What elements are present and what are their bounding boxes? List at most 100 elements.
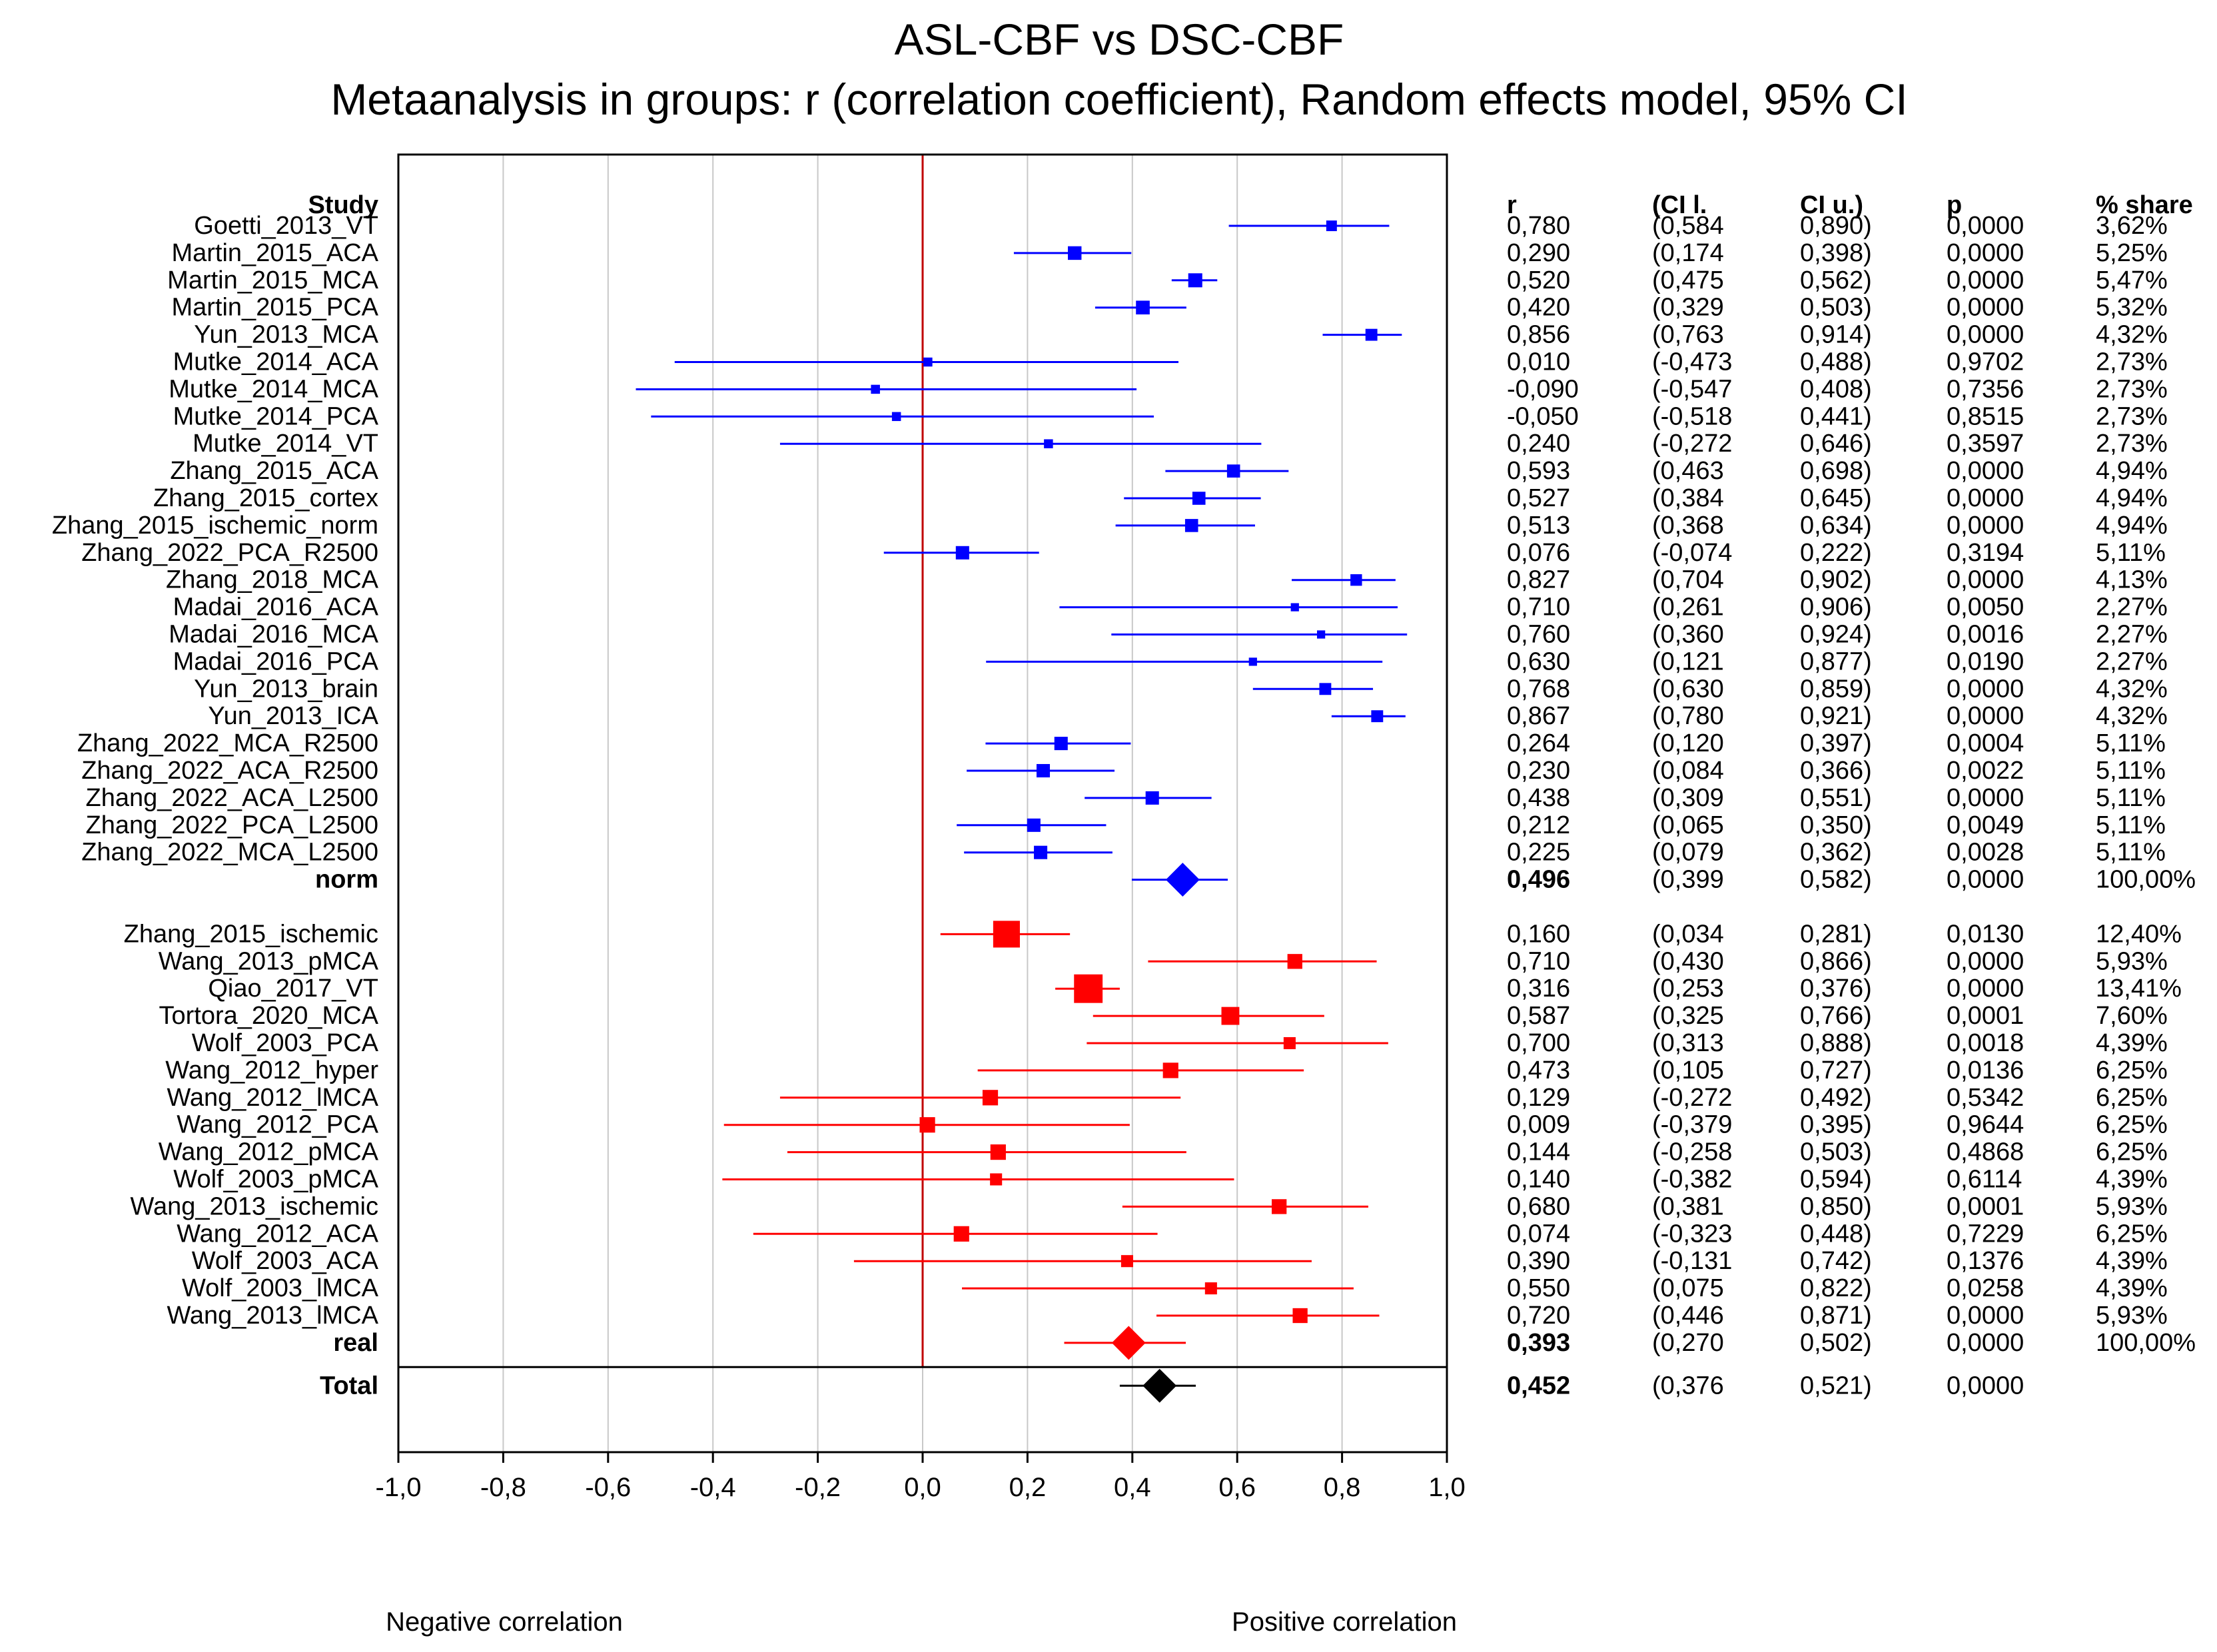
study-label: Wang_2012_ACA xyxy=(177,1220,378,1248)
study-point xyxy=(1226,464,1240,478)
value-share: 4,39% xyxy=(2096,1029,2168,1057)
study-label: Madai_2016_PCA xyxy=(173,647,379,675)
study-point xyxy=(919,1117,935,1133)
study-point xyxy=(990,1144,1006,1160)
study-point xyxy=(1292,1308,1308,1324)
value-r: 0,129 xyxy=(1507,1084,1570,1112)
value-ci-upper: 0,850) xyxy=(1800,1192,1872,1220)
study-label: Wang_2012_lMCA xyxy=(167,1084,378,1112)
study-point xyxy=(923,357,933,367)
value-r: 0,856 xyxy=(1507,321,1570,349)
column-header-study: Study xyxy=(308,191,378,219)
study-label: Wolf_2003_PCA xyxy=(192,1029,379,1057)
value-share: 4,32% xyxy=(2096,321,2168,349)
value-ci-lower: (-0,272 xyxy=(1652,430,1732,458)
value-p: 0,0000 xyxy=(1947,294,2024,322)
value-share: 6,25% xyxy=(2096,1111,2168,1139)
value-r: 0,867 xyxy=(1507,702,1570,730)
value-ci-lower: (-0,323 xyxy=(1652,1220,1732,1248)
value-ci-lower: (0,399 xyxy=(1652,866,1724,894)
value-share: 6,25% xyxy=(2096,1084,2168,1112)
value-ci-upper: 0,914) xyxy=(1800,321,1872,349)
value-ci-lower: (-0,258 xyxy=(1652,1138,1732,1166)
value-ci-upper: 0,646) xyxy=(1800,430,1872,458)
value-r: 0,452 xyxy=(1507,1372,1570,1400)
value-r: 0,393 xyxy=(1507,1329,1570,1357)
value-ci-upper: 0,222) xyxy=(1800,539,1872,567)
x-tick-label: -1,0 xyxy=(376,1473,422,1502)
value-ci-lower: (0,325 xyxy=(1652,1002,1724,1030)
value-ci-lower: (0,360 xyxy=(1652,621,1724,649)
study-label: Mutke_2014_MCA xyxy=(169,375,378,403)
value-p: 0,0050 xyxy=(1947,594,2024,621)
value-p: 0,0190 xyxy=(1947,647,2024,675)
study-point xyxy=(1350,574,1362,586)
chart-subtitle: Metaanalysis in groups: r (correlation c… xyxy=(330,75,1907,124)
study-point xyxy=(1316,630,1326,639)
value-r: 0,527 xyxy=(1507,484,1570,512)
value-share: 6,25% xyxy=(2096,1056,2168,1084)
value-share: 3,62% xyxy=(2096,212,2168,240)
value-p: 0,0000 xyxy=(1947,1372,2024,1400)
value-p: 0,0000 xyxy=(1947,1302,2024,1330)
study-point xyxy=(1326,220,1337,231)
study-point xyxy=(1272,1199,1287,1214)
value-share: 13,41% xyxy=(2096,975,2182,1003)
value-ci-upper: 0,866) xyxy=(1800,947,1872,975)
study-point xyxy=(1068,246,1082,260)
study-point xyxy=(891,412,901,422)
column-header-share: % share xyxy=(2096,191,2193,219)
value-ci-upper: 0,395) xyxy=(1800,1111,1872,1139)
value-ci-upper: 0,634) xyxy=(1800,512,1872,540)
value-p: 0,0000 xyxy=(1947,975,2024,1003)
column-header-r: r xyxy=(1507,191,1517,219)
value-ci-upper: 0,441) xyxy=(1800,402,1872,430)
value-ci-upper: 0,906) xyxy=(1800,594,1872,621)
value-r: 0,076 xyxy=(1507,539,1570,567)
value-share: 6,25% xyxy=(2096,1138,2168,1166)
value-ci-upper: 0,366) xyxy=(1800,757,1872,785)
value-ci-lower: (0,084 xyxy=(1652,757,1724,785)
study-label: Martin_2015_ACA xyxy=(171,239,378,267)
column-header-ci-upper: CI u.) xyxy=(1800,191,1863,219)
value-ci-lower: (0,309 xyxy=(1652,784,1724,812)
value-r: -0,090 xyxy=(1507,375,1579,403)
study-label: Zhang_2022_PCA_L2500 xyxy=(86,811,379,839)
value-ci-lower: (0,368 xyxy=(1652,512,1724,540)
group-summary-label: norm xyxy=(315,866,378,894)
value-p: 0,0000 xyxy=(1947,675,2024,703)
study-point xyxy=(1044,439,1053,448)
value-p: 0,0000 xyxy=(1947,212,2024,240)
value-ci-upper: 0,859) xyxy=(1800,675,1872,703)
value-r: 0,160 xyxy=(1507,920,1570,948)
value-p: 0,0130 xyxy=(1947,920,2024,948)
value-share: 5,93% xyxy=(2096,1302,2168,1330)
study-point xyxy=(990,1173,1003,1186)
value-p: 0,0000 xyxy=(1947,321,2024,349)
value-ci-upper: 0,521) xyxy=(1800,1372,1872,1400)
value-ci-lower: (0,313 xyxy=(1652,1029,1724,1057)
value-ci-upper: 0,871) xyxy=(1800,1302,1872,1330)
value-ci-upper: 0,562) xyxy=(1800,266,1872,294)
value-p: 0,0258 xyxy=(1947,1274,2024,1302)
value-share: 2,73% xyxy=(2096,402,2168,430)
value-ci-upper: 0,890) xyxy=(1800,212,1872,240)
value-p: 0,0000 xyxy=(1947,702,2024,730)
value-ci-lower: (-0,518 xyxy=(1652,402,1732,430)
value-p: 0,0004 xyxy=(1947,729,2024,757)
value-r: 0,513 xyxy=(1507,512,1570,540)
value-r: 0,212 xyxy=(1507,811,1570,839)
study-point xyxy=(1034,845,1048,859)
study-point xyxy=(1319,683,1332,695)
value-ci-upper: 0,594) xyxy=(1800,1166,1872,1194)
value-ci-upper: 0,448) xyxy=(1800,1220,1872,1248)
value-r: 0,827 xyxy=(1507,566,1570,594)
study-point xyxy=(1162,1062,1178,1078)
study-label: Yun_2013_MCA xyxy=(194,321,378,349)
value-r: 0,316 xyxy=(1507,975,1570,1003)
study-point xyxy=(1136,300,1150,315)
value-r: 0,496 xyxy=(1507,866,1570,894)
value-ci-upper: 0,503) xyxy=(1800,294,1872,322)
value-share: 4,94% xyxy=(2096,484,2168,512)
study-point xyxy=(1290,603,1299,612)
